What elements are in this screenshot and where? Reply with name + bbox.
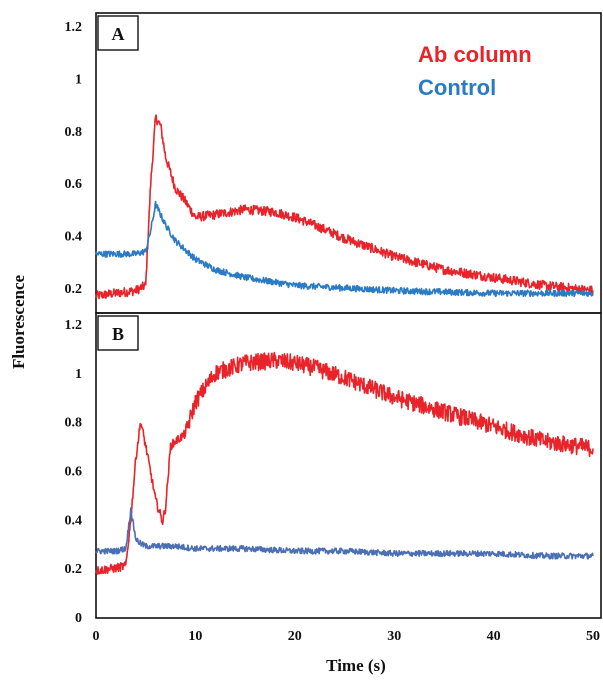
legend-ab-column: Ab column [418,42,532,67]
panel-b-y-tick-label: 0 [75,611,82,626]
panel-a-y-tick-label: 1.2 [65,20,83,35]
panel-b-label-box [97,315,139,351]
panel-a-series-control-line [95,200,594,298]
panel-b-y-tick-label: 0.2 [65,562,83,577]
x-tick-label: 20 [288,629,302,644]
x-tick-label: 0 [93,629,100,644]
x-tick-label: 40 [487,629,501,644]
y-axis-title: Fluorescence [9,275,28,370]
panel-b-y-tick-label: 0.8 [65,416,83,431]
panel-b-y-tick-label: 0.4 [65,513,83,528]
panel-b-label: B [112,324,124,344]
legend-control: Control [418,75,496,100]
panel-a-y-tick-label: 0.2 [65,282,83,297]
panel-b-y-tick-label: 1.2 [65,318,83,333]
panel-a-y-tick-label: 1 [75,72,82,87]
panel-a-y-tick-label: 0.4 [65,230,83,245]
panel-b-frame [95,312,602,619]
panel-b-series-ab-column-line [95,351,594,575]
axis-ticks: 0.2 0.4 0.6 0.8 1 1.2 0 0.2 0.4 0.6 0.8 1 1.2 0 10 20 30… [65,20,601,644]
panel-a-y-tick-label: 0.6 [65,177,83,192]
panel-a-series-ab-column-line [95,114,594,300]
panel-a-label-box [97,15,139,51]
panel-b-series-control-line [95,507,594,560]
x-axis-title: Time (s) [326,656,386,675]
panel-b-y-tick-label: 0.6 [65,465,83,480]
panel-a-y-tick-label: 0.8 [65,125,83,140]
x-tick-label: 30 [387,629,401,644]
panel-b-y-tick-label: 1 [75,367,82,382]
series-lines [95,114,594,575]
x-tick-label: 50 [586,629,600,644]
panel-a-label: A [112,24,125,44]
x-tick-label: 10 [188,629,202,644]
